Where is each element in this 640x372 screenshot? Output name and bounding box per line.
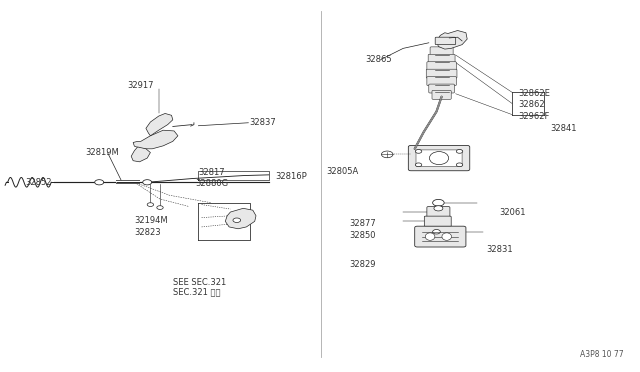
Text: SEE SEC.321: SEE SEC.321: [173, 278, 226, 287]
Text: 32817: 32817: [198, 169, 225, 177]
Text: 32880G: 32880G: [195, 179, 228, 187]
Text: 32841: 32841: [550, 124, 577, 133]
Polygon shape: [225, 208, 256, 229]
Circle shape: [147, 203, 154, 206]
FancyBboxPatch shape: [432, 90, 451, 99]
Text: 32865: 32865: [365, 55, 392, 64]
Circle shape: [143, 180, 152, 185]
Text: 32962F: 32962F: [518, 112, 550, 121]
Text: 32877: 32877: [349, 219, 376, 228]
Polygon shape: [131, 147, 150, 162]
Circle shape: [95, 180, 104, 185]
Text: 32850: 32850: [349, 231, 375, 240]
Circle shape: [415, 163, 422, 167]
Ellipse shape: [425, 233, 435, 240]
Circle shape: [433, 199, 444, 206]
FancyBboxPatch shape: [427, 62, 456, 71]
Text: 32837: 32837: [250, 118, 276, 127]
Circle shape: [415, 150, 422, 153]
Text: 32862: 32862: [518, 100, 545, 109]
FancyBboxPatch shape: [424, 216, 451, 227]
Text: 32917: 32917: [127, 81, 154, 90]
Polygon shape: [146, 113, 173, 136]
Ellipse shape: [442, 233, 452, 240]
Circle shape: [233, 218, 241, 222]
FancyBboxPatch shape: [430, 47, 453, 56]
FancyBboxPatch shape: [435, 37, 456, 45]
Text: 32831: 32831: [486, 245, 513, 254]
Text: 32819M: 32819M: [85, 148, 119, 157]
Circle shape: [433, 230, 440, 234]
Circle shape: [157, 206, 163, 209]
Text: 32816P: 32816P: [275, 172, 307, 181]
Text: 32061: 32061: [499, 208, 525, 217]
FancyBboxPatch shape: [426, 69, 457, 78]
Text: 32862E: 32862E: [518, 89, 550, 97]
Polygon shape: [436, 31, 467, 49]
Circle shape: [381, 151, 393, 158]
Circle shape: [456, 150, 463, 153]
FancyBboxPatch shape: [429, 84, 454, 93]
Text: 32805A: 32805A: [326, 167, 358, 176]
Text: SEC.321 参照: SEC.321 参照: [173, 288, 220, 296]
FancyBboxPatch shape: [408, 145, 470, 171]
FancyBboxPatch shape: [416, 150, 462, 166]
Text: 32829: 32829: [349, 260, 375, 269]
Ellipse shape: [429, 151, 449, 164]
Polygon shape: [133, 130, 178, 149]
FancyBboxPatch shape: [427, 206, 450, 218]
Circle shape: [456, 163, 463, 167]
Text: A3P8 10 77: A3P8 10 77: [580, 350, 624, 359]
FancyBboxPatch shape: [428, 54, 455, 63]
Text: 32823: 32823: [134, 228, 161, 237]
Text: 32852: 32852: [26, 178, 52, 187]
FancyBboxPatch shape: [415, 226, 466, 247]
Circle shape: [434, 206, 443, 211]
FancyBboxPatch shape: [427, 77, 456, 86]
Text: 32194M: 32194M: [134, 216, 168, 225]
